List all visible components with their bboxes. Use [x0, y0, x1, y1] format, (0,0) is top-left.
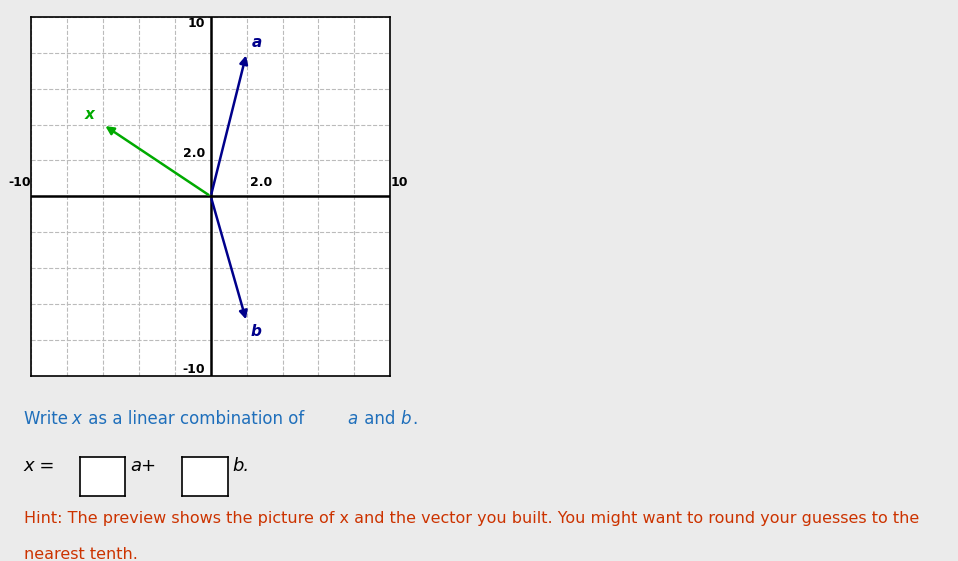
Text: nearest tenth.: nearest tenth. — [24, 547, 138, 561]
Text: a+: a+ — [130, 457, 156, 475]
Text: and: and — [359, 410, 400, 427]
Text: 10: 10 — [188, 17, 205, 30]
Text: x: x — [72, 410, 81, 427]
Text: 2.0: 2.0 — [183, 148, 205, 160]
Text: x =: x = — [24, 457, 56, 475]
Text: -10: -10 — [183, 363, 205, 376]
Text: as a linear combination of: as a linear combination of — [83, 410, 309, 427]
Text: 10: 10 — [390, 176, 408, 189]
Text: x: x — [85, 107, 95, 122]
Text: b.: b. — [233, 457, 250, 475]
Text: a: a — [252, 35, 262, 50]
Text: Hint: The preview shows the picture of x and the vector you built. You might wan: Hint: The preview shows the picture of x… — [24, 511, 919, 526]
Text: b: b — [250, 324, 262, 339]
Text: b: b — [400, 410, 411, 427]
Text: .: . — [412, 410, 417, 427]
Text: Write: Write — [24, 410, 73, 427]
Text: -10: -10 — [9, 176, 32, 189]
Text: a: a — [348, 410, 358, 427]
Text: 2.0: 2.0 — [250, 176, 272, 189]
